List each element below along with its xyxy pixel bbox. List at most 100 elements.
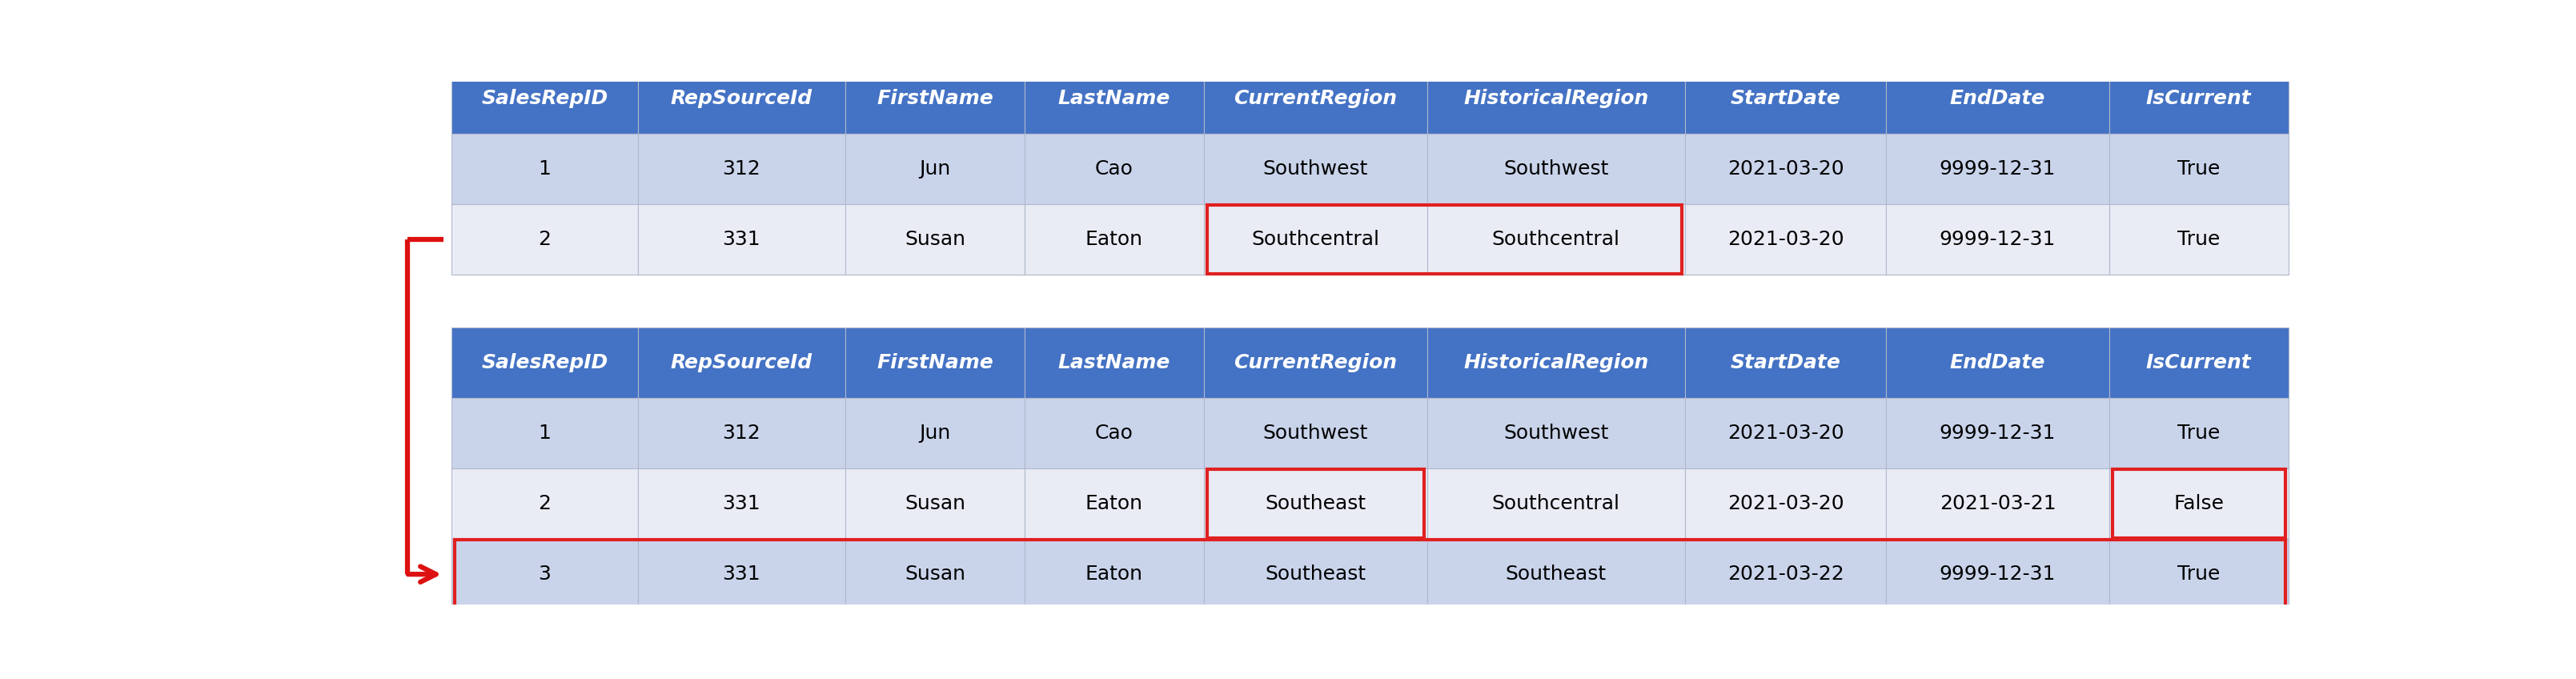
Text: HistoricalRegion: HistoricalRegion: [1463, 89, 1649, 108]
Bar: [845, 398, 1025, 469]
Text: 9999-12-31: 9999-12-31: [1940, 230, 2056, 249]
Text: 331: 331: [721, 494, 760, 513]
Bar: [639, 398, 845, 469]
Text: RepSourceId: RepSourceId: [670, 353, 811, 372]
Text: Southeast: Southeast: [1504, 565, 1607, 584]
Bar: [1886, 63, 2110, 134]
Text: Cao: Cao: [1095, 160, 1133, 179]
Text: EndDate: EndDate: [1950, 89, 2045, 108]
Text: Southwest: Southwest: [1504, 160, 1607, 179]
Bar: [2110, 204, 2287, 275]
Bar: [1025, 204, 1203, 275]
Text: 2: 2: [538, 494, 551, 513]
Text: Jun: Jun: [920, 160, 951, 179]
Bar: [639, 539, 845, 610]
Bar: [1427, 63, 1685, 134]
Bar: [1886, 539, 2110, 610]
Bar: [451, 539, 639, 610]
Bar: [1886, 327, 2110, 398]
Bar: [639, 63, 845, 134]
Bar: [1208, 469, 1425, 538]
Bar: [1203, 327, 1427, 398]
Text: True: True: [2177, 160, 2221, 179]
Text: 331: 331: [721, 230, 760, 249]
Bar: [639, 469, 845, 539]
Bar: [1886, 469, 2110, 539]
Bar: [1886, 204, 2110, 275]
Text: Eaton: Eaton: [1084, 565, 1144, 584]
Bar: [451, 63, 639, 134]
Bar: [1025, 63, 1203, 134]
Bar: [1203, 398, 1427, 469]
Bar: [1203, 204, 1427, 275]
Text: FirstName: FirstName: [876, 89, 994, 108]
Bar: [1025, 539, 1203, 610]
Bar: [1203, 134, 1427, 204]
Text: 312: 312: [721, 424, 760, 443]
Bar: [845, 134, 1025, 204]
Text: Susan: Susan: [904, 494, 966, 513]
Text: Southeast: Southeast: [1265, 565, 1365, 584]
Bar: [1685, 134, 1886, 204]
Bar: [1427, 469, 1685, 539]
Text: EndDate: EndDate: [1950, 353, 2045, 372]
Text: 2021-03-22: 2021-03-22: [1728, 565, 1844, 584]
Text: Southcentral: Southcentral: [1252, 230, 1381, 249]
Text: 2021-03-21: 2021-03-21: [1940, 494, 2056, 513]
Text: False: False: [2174, 494, 2223, 513]
Bar: [1025, 134, 1203, 204]
Bar: [451, 469, 639, 539]
Text: 1: 1: [538, 424, 551, 443]
Text: True: True: [2177, 230, 2221, 249]
Bar: [845, 327, 1025, 398]
Text: 2: 2: [538, 230, 551, 249]
Bar: [1685, 469, 1886, 539]
Text: StartDate: StartDate: [1731, 89, 1842, 108]
Text: True: True: [2177, 565, 2221, 584]
Bar: [639, 327, 845, 398]
Text: IsCurrent: IsCurrent: [2146, 353, 2251, 372]
Text: StartDate: StartDate: [1731, 353, 1842, 372]
Bar: [451, 134, 639, 204]
Bar: [456, 540, 2285, 609]
Text: CurrentRegion: CurrentRegion: [1234, 353, 1396, 372]
Bar: [1427, 134, 1685, 204]
Text: 1: 1: [538, 160, 551, 179]
Text: 3: 3: [538, 565, 551, 584]
Text: True: True: [2177, 424, 2221, 443]
Bar: [639, 134, 845, 204]
Text: 9999-12-31: 9999-12-31: [1940, 424, 2056, 443]
Text: HistoricalRegion: HistoricalRegion: [1463, 353, 1649, 372]
Bar: [1685, 327, 1886, 398]
Text: LastName: LastName: [1059, 353, 1170, 372]
Bar: [845, 539, 1025, 610]
Bar: [1427, 327, 1685, 398]
Bar: [1685, 63, 1886, 134]
Text: 2021-03-20: 2021-03-20: [1728, 494, 1844, 513]
Bar: [2110, 63, 2287, 134]
Bar: [845, 63, 1025, 134]
Text: CurrentRegion: CurrentRegion: [1234, 89, 1396, 108]
Bar: [845, 469, 1025, 539]
Bar: [2110, 469, 2287, 539]
Bar: [2110, 539, 2287, 610]
Bar: [1203, 469, 1427, 539]
Text: Southwest: Southwest: [1504, 424, 1607, 443]
Bar: [1025, 327, 1203, 398]
Text: 2021-03-20: 2021-03-20: [1728, 160, 1844, 179]
Bar: [1025, 398, 1203, 469]
Text: 331: 331: [721, 565, 760, 584]
Bar: [2110, 134, 2287, 204]
Text: SalesRepID: SalesRepID: [482, 89, 608, 108]
Text: 9999-12-31: 9999-12-31: [1940, 565, 2056, 584]
Text: Southcentral: Southcentral: [1492, 494, 1620, 513]
Bar: [1886, 398, 2110, 469]
Bar: [1208, 205, 1682, 274]
Text: 2021-03-20: 2021-03-20: [1728, 230, 1844, 249]
Text: Jun: Jun: [920, 424, 951, 443]
Bar: [2112, 469, 2285, 538]
Text: Eaton: Eaton: [1084, 494, 1144, 513]
Text: 312: 312: [721, 160, 760, 179]
Bar: [1685, 398, 1886, 469]
Text: SalesRepID: SalesRepID: [482, 353, 608, 372]
